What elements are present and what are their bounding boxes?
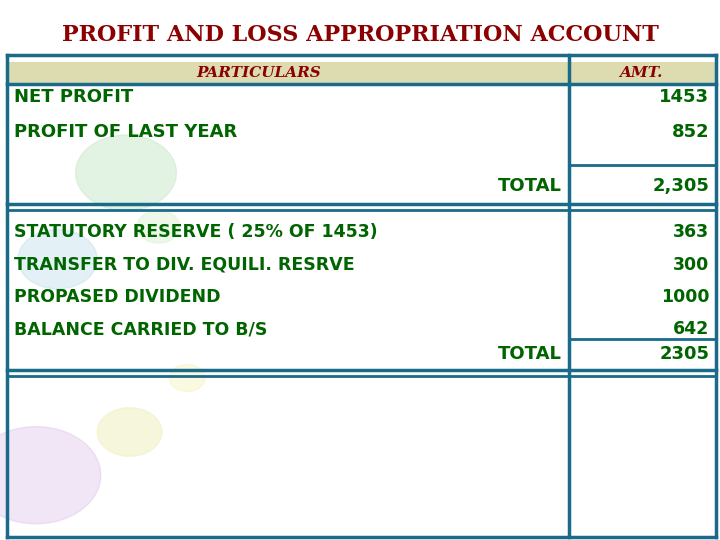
Circle shape bbox=[137, 211, 180, 243]
Text: NET PROFIT: NET PROFIT bbox=[14, 88, 134, 106]
Text: 1000: 1000 bbox=[661, 288, 709, 306]
Text: 1453: 1453 bbox=[660, 88, 709, 106]
Bar bbox=[7, 62, 716, 84]
Text: PARTICULARS: PARTICULARS bbox=[197, 66, 322, 80]
Text: PROPASED DIVIDEND: PROPASED DIVIDEND bbox=[14, 288, 221, 306]
Text: TOTAL: TOTAL bbox=[498, 345, 562, 363]
Text: TRANSFER TO DIV. EQUILI. RESRVE: TRANSFER TO DIV. EQUILI. RESRVE bbox=[14, 255, 355, 274]
Circle shape bbox=[18, 230, 97, 289]
Text: STATUTORY RESERVE ( 25% OF 1453): STATUTORY RESERVE ( 25% OF 1453) bbox=[14, 223, 378, 241]
Circle shape bbox=[97, 408, 162, 456]
Circle shape bbox=[76, 135, 176, 211]
Text: 300: 300 bbox=[673, 255, 709, 274]
Text: 852: 852 bbox=[672, 123, 709, 141]
Text: 2,305: 2,305 bbox=[652, 177, 709, 195]
Text: PROFIT OF LAST YEAR: PROFIT OF LAST YEAR bbox=[14, 123, 238, 141]
Circle shape bbox=[0, 427, 101, 524]
Text: BALANCE CARRIED TO B/S: BALANCE CARRIED TO B/S bbox=[14, 320, 268, 339]
Text: 2305: 2305 bbox=[660, 345, 709, 363]
Circle shape bbox=[169, 364, 205, 391]
Text: 642: 642 bbox=[673, 320, 709, 339]
Text: AMT.: AMT. bbox=[619, 66, 662, 80]
Text: 363: 363 bbox=[673, 223, 709, 241]
Text: TOTAL: TOTAL bbox=[498, 177, 562, 195]
Text: PROFIT AND LOSS APPROPRIATION ACCOUNT: PROFIT AND LOSS APPROPRIATION ACCOUNT bbox=[62, 24, 658, 46]
